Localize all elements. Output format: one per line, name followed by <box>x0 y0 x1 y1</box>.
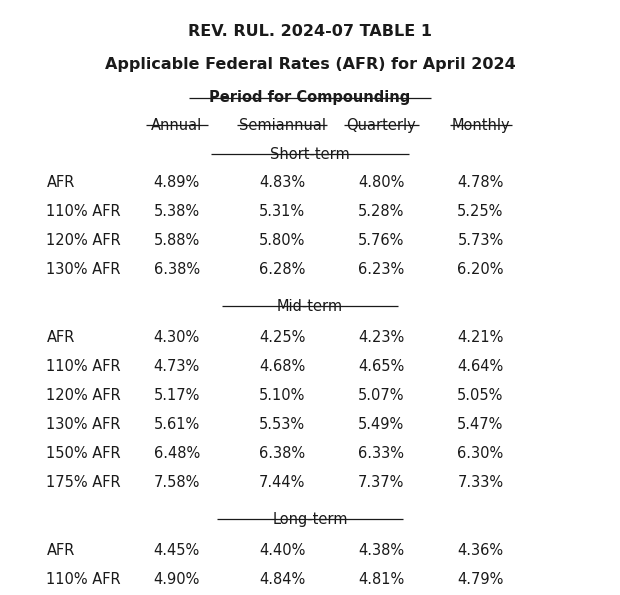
Text: AFR: AFR <box>46 330 75 345</box>
Text: 110% AFR: 110% AFR <box>46 572 121 587</box>
Text: 6.23%: 6.23% <box>358 262 404 277</box>
Text: 4.79%: 4.79% <box>458 572 503 587</box>
Text: Quarterly: Quarterly <box>347 118 416 133</box>
Text: 120% AFR: 120% AFR <box>46 388 122 403</box>
Text: Semiannual: Semiannual <box>239 118 326 133</box>
Text: 5.05%: 5.05% <box>458 388 503 403</box>
Text: 7.37%: 7.37% <box>358 475 404 490</box>
Text: 5.49%: 5.49% <box>358 417 404 432</box>
Text: 4.64%: 4.64% <box>458 359 503 374</box>
Text: 4.84%: 4.84% <box>259 572 305 587</box>
Text: 5.28%: 5.28% <box>358 204 404 219</box>
Text: 130% AFR: 130% AFR <box>46 262 121 277</box>
Text: 5.07%: 5.07% <box>358 388 404 403</box>
Text: AFR: AFR <box>46 543 75 558</box>
Text: 175% AFR: 175% AFR <box>46 475 121 490</box>
Text: 6.33%: 6.33% <box>358 446 404 461</box>
Text: 4.90%: 4.90% <box>154 572 200 587</box>
Text: REV. RUL. 2024-07 TABLE 1: REV. RUL. 2024-07 TABLE 1 <box>188 24 432 39</box>
Text: 110% AFR: 110% AFR <box>46 204 121 219</box>
Text: 4.40%: 4.40% <box>259 543 305 558</box>
Text: 5.47%: 5.47% <box>458 417 503 432</box>
Text: Short-term: Short-term <box>270 147 350 162</box>
Text: AFR: AFR <box>46 175 75 190</box>
Text: 5.53%: 5.53% <box>259 417 305 432</box>
Text: 6.48%: 6.48% <box>154 446 200 461</box>
Text: 7.44%: 7.44% <box>259 475 305 490</box>
Text: 6.20%: 6.20% <box>458 262 503 277</box>
Text: 7.33%: 7.33% <box>458 475 503 490</box>
Text: 7.58%: 7.58% <box>154 475 200 490</box>
Text: Annual: Annual <box>151 118 202 133</box>
Text: 6.28%: 6.28% <box>259 262 305 277</box>
Text: 5.38%: 5.38% <box>154 204 200 219</box>
Text: 4.73%: 4.73% <box>154 359 200 374</box>
Text: 4.83%: 4.83% <box>259 175 305 190</box>
Text: 4.21%: 4.21% <box>458 330 503 345</box>
Text: 4.30%: 4.30% <box>154 330 200 345</box>
Text: 6.30%: 6.30% <box>458 446 503 461</box>
Text: 4.23%: 4.23% <box>358 330 404 345</box>
Text: Period for Compounding: Period for Compounding <box>210 90 410 105</box>
Text: 6.38%: 6.38% <box>154 262 200 277</box>
Text: Applicable Federal Rates (AFR) for April 2024: Applicable Federal Rates (AFR) for April… <box>105 57 515 71</box>
Text: 5.61%: 5.61% <box>154 417 200 432</box>
Text: 6.38%: 6.38% <box>259 446 305 461</box>
Text: Long-term: Long-term <box>272 512 348 527</box>
Text: 110% AFR: 110% AFR <box>46 359 121 374</box>
Text: 150% AFR: 150% AFR <box>46 446 121 461</box>
Text: 130% AFR: 130% AFR <box>46 417 121 432</box>
Text: 5.17%: 5.17% <box>154 388 200 403</box>
Text: 4.36%: 4.36% <box>458 543 503 558</box>
Text: 5.80%: 5.80% <box>259 233 305 248</box>
Text: 4.78%: 4.78% <box>458 175 503 190</box>
Text: 4.68%: 4.68% <box>259 359 305 374</box>
Text: 5.25%: 5.25% <box>458 204 503 219</box>
Text: 5.76%: 5.76% <box>358 233 404 248</box>
Text: 120% AFR: 120% AFR <box>46 233 122 248</box>
Text: 5.88%: 5.88% <box>154 233 200 248</box>
Text: 4.45%: 4.45% <box>154 543 200 558</box>
Text: Monthly: Monthly <box>451 118 510 133</box>
Text: Mid-term: Mid-term <box>277 299 343 314</box>
Text: 5.31%: 5.31% <box>259 204 305 219</box>
Text: 4.80%: 4.80% <box>358 175 404 190</box>
Text: 4.25%: 4.25% <box>259 330 305 345</box>
Text: 4.89%: 4.89% <box>154 175 200 190</box>
Text: 4.65%: 4.65% <box>358 359 404 374</box>
Text: 4.38%: 4.38% <box>358 543 404 558</box>
Text: 4.81%: 4.81% <box>358 572 404 587</box>
Text: 5.73%: 5.73% <box>458 233 503 248</box>
Text: 5.10%: 5.10% <box>259 388 305 403</box>
